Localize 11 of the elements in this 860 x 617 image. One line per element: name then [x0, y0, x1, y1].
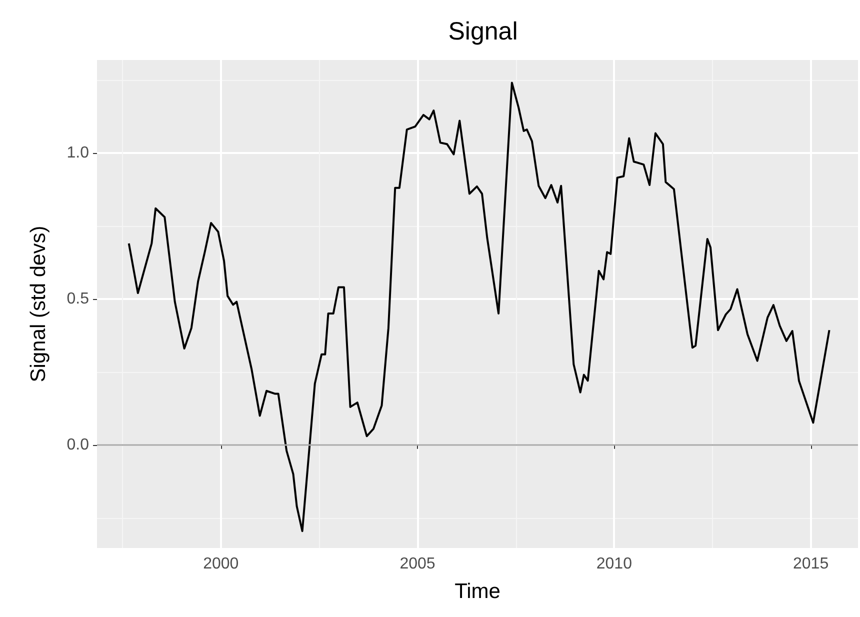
- line-series: [128, 82, 830, 532]
- y-tick-label: 1.0: [66, 144, 90, 162]
- chart-title: Signal: [448, 18, 518, 46]
- x-tick-label: 2000: [203, 556, 239, 572]
- y-axis-title: Signal (std devs): [27, 226, 50, 382]
- x-tick-label: 2010: [596, 556, 632, 572]
- y-tick-label: 0.0: [66, 436, 90, 454]
- x-axis-title: Time: [454, 580, 500, 603]
- x-tick-label: 2005: [400, 556, 436, 572]
- x-tick-label: 2015: [793, 556, 829, 572]
- y-tick-label: 0.5: [66, 290, 90, 308]
